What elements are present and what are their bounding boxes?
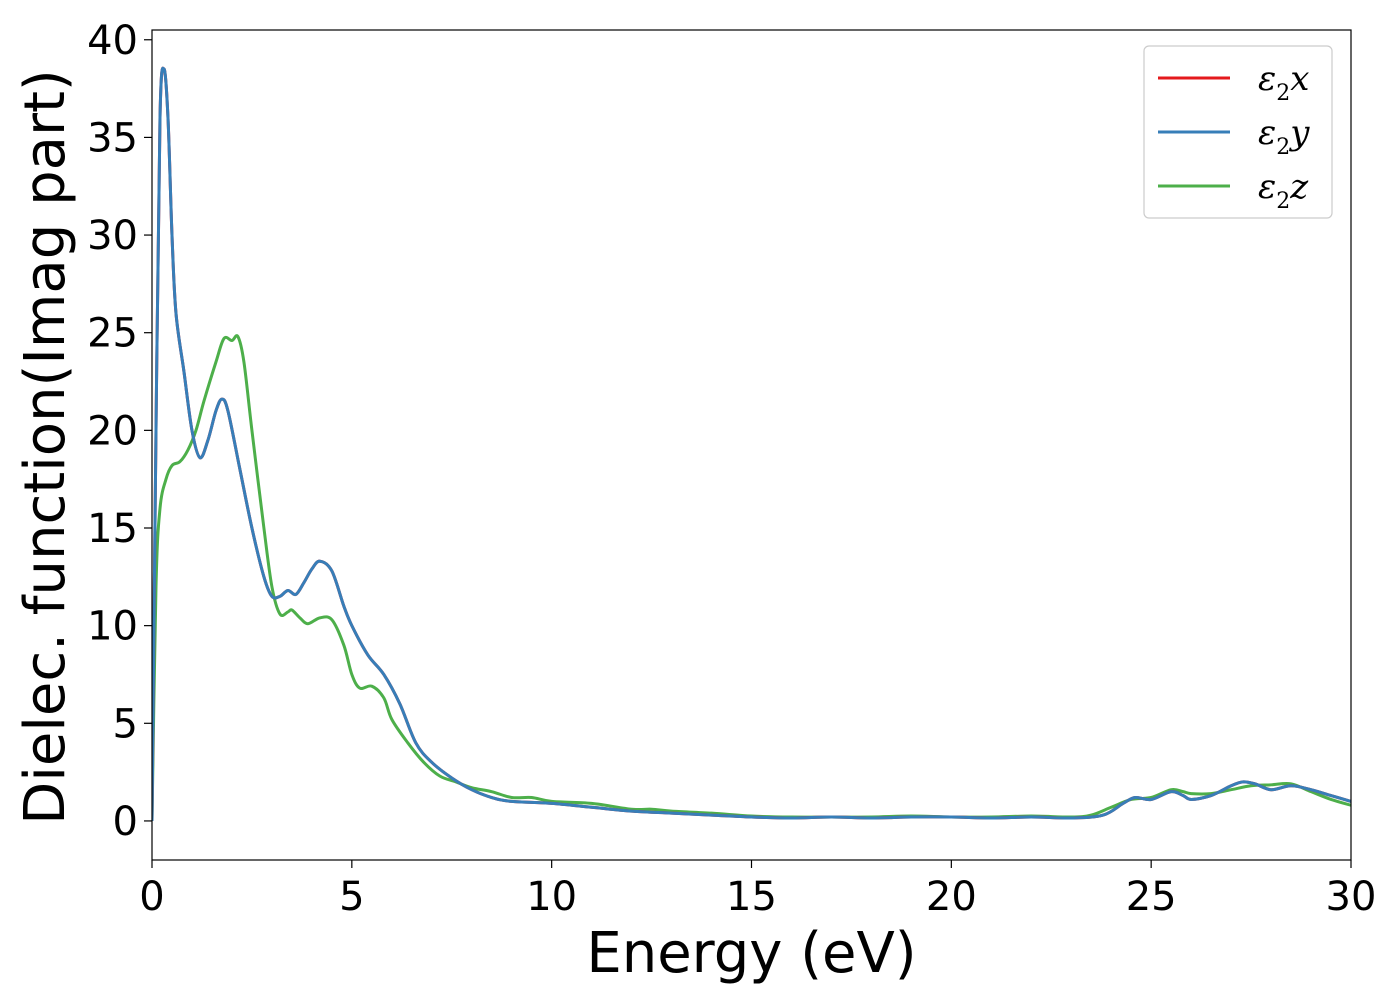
y-axis-label: Dielec. function(Imag part)	[13, 69, 78, 825]
series-line-z	[152, 334, 1351, 821]
series-layer	[152, 66, 1351, 821]
y-tick-label: 0	[113, 799, 138, 845]
legend-entry-x: ε2x	[1258, 59, 1309, 106]
legend-subscript: 2	[1276, 81, 1290, 106]
legend-subscript: 2	[1276, 135, 1290, 160]
x-tick-label: 30	[1326, 874, 1377, 920]
legend-symbol: ε	[1258, 167, 1276, 207]
y-tick-label: 30	[87, 213, 138, 259]
legend-subscript: 2	[1276, 189, 1290, 214]
legend-entry-z: ε2z	[1258, 167, 1309, 214]
x-tick-label: 5	[339, 874, 364, 920]
y-tick-label: 15	[87, 506, 138, 552]
legend-symbol: ε	[1258, 113, 1276, 153]
x-tick-label: 0	[139, 874, 164, 920]
series-line-y	[152, 66, 1351, 821]
x-tick-label: 25	[1126, 874, 1177, 920]
legend-component: x	[1290, 59, 1309, 99]
x-tick-label: 10	[526, 874, 577, 920]
y-tick-label: 5	[113, 701, 138, 747]
y-tick-label: 35	[87, 115, 138, 161]
y-tick-label: 10	[87, 604, 138, 650]
x-axis-label: Energy (eV)	[586, 921, 916, 986]
x-tick-label: 15	[726, 874, 777, 920]
y-axis: 0 5 10 15 20 25 30 35 40	[87, 18, 152, 845]
legend-box	[1143, 45, 1333, 219]
plot-area: 0 5 10 15 20 25 30 0 5 10 15 20 25 30 35 40	[87, 18, 1376, 920]
y-tick-label: 25	[87, 311, 138, 357]
y-tick-label: 20	[87, 408, 138, 454]
legend-component: z	[1289, 167, 1309, 207]
legend-entry-y: ε2y	[1258, 113, 1310, 160]
legend-component: y	[1288, 113, 1310, 153]
legend-symbol: ε	[1258, 59, 1276, 99]
x-tick-label: 20	[926, 874, 977, 920]
y-tick-label: 40	[87, 18, 138, 64]
x-axis: 0 5 10 15 20 25 30	[139, 860, 1376, 920]
